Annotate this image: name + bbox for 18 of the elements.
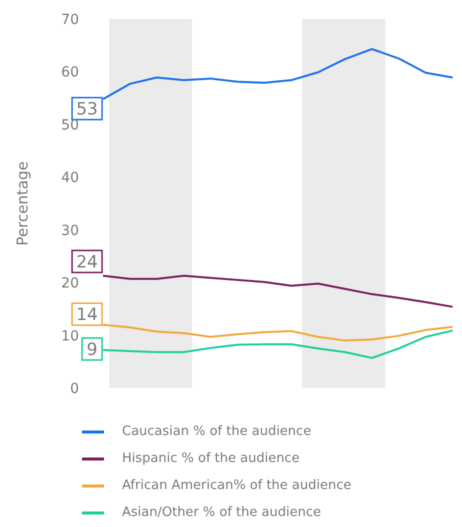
line-series xyxy=(102,274,454,308)
annotation: 9 xyxy=(86,340,98,360)
legend-label: Caucasian % of the audience xyxy=(122,424,312,439)
y-tick-label: 40 xyxy=(61,170,79,186)
y-tick-label: 60 xyxy=(61,64,79,81)
y-tick-label: 50 xyxy=(61,117,79,134)
annotation: 53 xyxy=(76,100,98,120)
y-tick-label: 20 xyxy=(61,276,79,292)
legend-label: Asian/Other % of the audience xyxy=(122,505,321,520)
legend-label: Hispanic % of the audience xyxy=(122,451,300,466)
legend-label: African American% of the audience xyxy=(122,478,352,493)
y-tick-label: 0 xyxy=(70,380,79,397)
annotation: 14 xyxy=(76,305,98,326)
y-tick-label: 30 xyxy=(61,222,79,239)
y-axis-title: Percentage xyxy=(13,161,32,246)
y-tick-label: 10 xyxy=(61,328,79,344)
annotation: 24 xyxy=(76,252,98,272)
y-tick-label: 70 xyxy=(61,12,79,28)
